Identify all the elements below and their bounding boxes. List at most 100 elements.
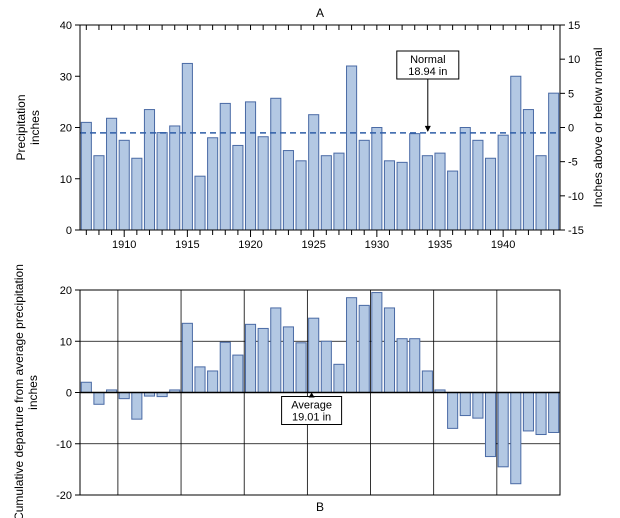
bar — [422, 371, 432, 393]
bar — [549, 93, 559, 230]
bar — [321, 156, 331, 230]
bar — [208, 371, 218, 393]
ytick-left: 0 — [66, 225, 72, 237]
bar — [334, 153, 344, 230]
y-axis-label-left: inches — [28, 110, 42, 145]
bar — [384, 308, 394, 393]
bar — [397, 162, 407, 230]
bar — [245, 324, 255, 392]
bar — [245, 102, 255, 230]
bar — [220, 103, 230, 230]
bar — [372, 128, 382, 231]
bar — [283, 151, 293, 230]
bar — [485, 158, 495, 230]
bar — [144, 110, 154, 230]
bar — [511, 76, 521, 230]
xtick-label: 1925 — [301, 239, 325, 251]
bar — [182, 323, 192, 392]
ytick-right: 5 — [568, 88, 574, 100]
ytick-right: -5 — [568, 157, 578, 169]
panel-b-title: B — [316, 500, 324, 514]
ytick-right: 0 — [568, 123, 574, 135]
bar — [523, 393, 533, 431]
bar — [132, 393, 142, 420]
bar — [359, 140, 369, 230]
ytick-left: 0 — [66, 388, 72, 400]
bar — [195, 367, 205, 393]
precipitation-charts: 010203040-15-10-505101519101915192019251… — [0, 0, 620, 518]
ytick-left: 20 — [60, 123, 72, 135]
ytick-left: 30 — [60, 71, 72, 83]
bar — [372, 293, 382, 393]
bar — [485, 393, 495, 457]
bar — [359, 305, 369, 392]
bar — [296, 161, 306, 230]
average-annotation-text: Average — [291, 400, 332, 412]
bar — [107, 118, 117, 230]
bar — [410, 339, 420, 393]
bar — [334, 364, 344, 392]
bar — [473, 393, 483, 419]
bar — [296, 343, 306, 393]
bar — [511, 393, 521, 484]
bar — [460, 128, 470, 231]
xtick-label: 1930 — [365, 239, 389, 251]
bar — [81, 122, 91, 230]
bar — [321, 341, 331, 392]
bar — [498, 135, 508, 230]
bar — [473, 140, 483, 230]
ytick-left: 10 — [60, 336, 72, 348]
bar — [309, 115, 319, 230]
bar — [170, 126, 180, 230]
bar — [536, 156, 546, 230]
bar — [309, 318, 319, 392]
bar — [422, 156, 432, 230]
bar — [347, 66, 357, 230]
ytick-right: -10 — [568, 191, 584, 203]
bar — [182, 63, 192, 230]
ytick-left: 40 — [60, 20, 72, 32]
average-annotation-text: 19.01 in — [292, 412, 331, 424]
bar — [233, 355, 243, 392]
bar — [347, 298, 357, 393]
bar — [523, 110, 533, 230]
ytick-right: 10 — [568, 54, 580, 66]
ytick-right: -15 — [568, 225, 584, 237]
bar — [283, 327, 293, 393]
bar — [119, 140, 129, 230]
xtick-label: 1935 — [428, 239, 452, 251]
ytick-left: 20 — [60, 285, 72, 297]
bar — [94, 393, 104, 405]
ytick-left: -10 — [56, 439, 72, 451]
bar — [498, 393, 508, 467]
background — [0, 0, 620, 518]
bar — [220, 342, 230, 392]
bar — [258, 137, 268, 230]
bar — [94, 156, 104, 230]
normal-annotation-text: Normal — [410, 54, 445, 66]
y-axis-label-left: inches — [26, 375, 40, 410]
bar — [233, 145, 243, 230]
bar — [448, 393, 458, 429]
xtick-label: 1940 — [491, 239, 515, 251]
bar — [384, 161, 394, 230]
normal-annotation-text: 18.94 in — [408, 66, 447, 78]
bar — [448, 171, 458, 230]
bar — [258, 328, 268, 392]
y-axis-label-left: Cumulative departure from average precip… — [12, 264, 26, 518]
bar — [195, 176, 205, 230]
bar — [208, 138, 218, 230]
ytick-left: 10 — [60, 174, 72, 186]
bar — [157, 133, 167, 230]
ytick-right: 15 — [568, 20, 580, 32]
bar — [271, 98, 281, 230]
bar — [410, 134, 420, 230]
bar — [119, 393, 129, 399]
y-axis-label-left: Precipitation — [14, 94, 28, 160]
bar — [460, 393, 470, 416]
xtick-label: 1910 — [112, 239, 136, 251]
bar — [271, 308, 281, 393]
xtick-label: 1920 — [238, 239, 262, 251]
bar — [549, 393, 559, 433]
bar — [132, 158, 142, 230]
